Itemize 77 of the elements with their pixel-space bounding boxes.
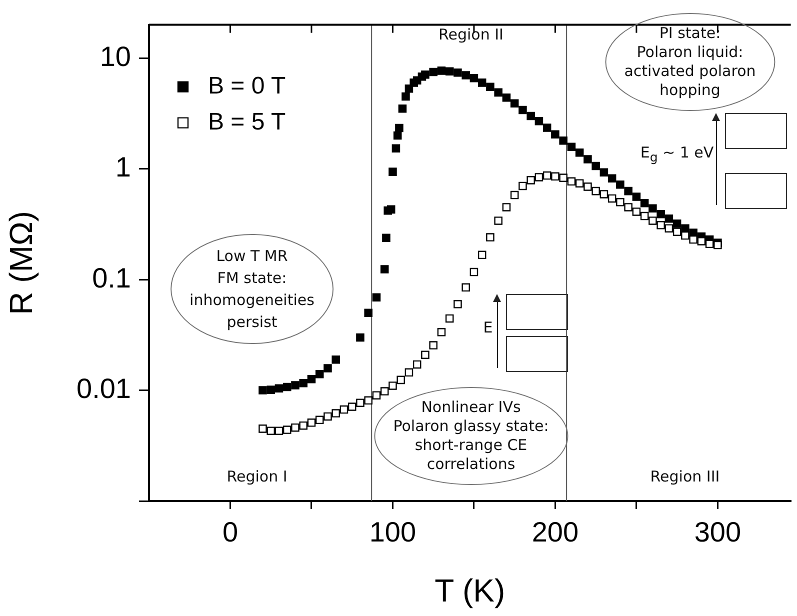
point [567,177,576,186]
x-tick-label: 300 [694,516,742,548]
point [534,173,544,182]
annotation: E$_{g}$ ~ 1 eV [640,144,714,166]
legend-label: B = 0 T [208,72,286,100]
legend-label: B = 5 T [208,108,286,136]
point [494,216,502,225]
point [470,268,478,276]
y-axis-title: R (MΩ) [3,210,40,315]
point [340,405,348,414]
point [429,341,438,350]
y-tick-label: 1 [115,152,131,183]
point [372,391,381,400]
oval-outline: PI state: Polaron liquid: activated polaron hopping [605,13,775,111]
annotation: Region I [226,468,288,486]
point [584,182,592,191]
point [689,235,698,244]
point [502,203,511,212]
point [421,350,430,359]
point [648,216,657,225]
x-tick-label: 0 [222,516,238,548]
point [624,203,632,212]
point [714,240,722,250]
point [559,174,568,182]
point [412,360,422,369]
point [445,314,454,323]
point [396,376,405,384]
point [299,421,308,430]
point [258,424,267,433]
y-tick-label: 0.1 [92,262,131,294]
point [388,382,397,390]
point [274,426,284,435]
point [518,182,527,190]
point [664,224,674,233]
x-tick-label: 200 [532,516,579,548]
point [656,221,665,230]
point [332,409,340,418]
point [510,190,519,200]
point [462,283,470,292]
annotation: Region II [438,26,504,44]
point [526,176,535,184]
annotation: Region III [650,468,720,486]
y-tick-label: 10 [100,40,131,72]
point [575,179,584,188]
point [608,194,616,203]
x-tick-label: 100 [369,516,416,548]
point [486,233,494,242]
point [705,240,714,248]
point [454,300,462,308]
point [551,172,560,181]
point [600,190,608,198]
y-tick-label: 0.01 [76,373,131,404]
point [478,250,486,260]
point [697,237,706,246]
point [315,416,324,424]
point [681,231,690,240]
point [380,387,389,396]
point [307,418,316,427]
point [437,328,446,336]
point [542,171,552,180]
point [282,426,292,434]
point [356,398,364,407]
oval-outline: Nonlinear IVs Polaron glassy state: short-range CE correlations [374,387,568,485]
point [616,198,624,206]
x-axis-title: T (K) [434,572,506,609]
point [266,426,275,435]
point [592,186,600,196]
oval-outline: Low T MR FM state: inhomogeneities persist [170,234,334,344]
annotation: E [483,318,493,338]
point [404,368,414,377]
point [324,412,332,421]
point [632,208,641,216]
point [364,396,372,405]
point [348,402,356,411]
point [291,423,300,432]
point [640,212,649,220]
point [672,228,682,236]
